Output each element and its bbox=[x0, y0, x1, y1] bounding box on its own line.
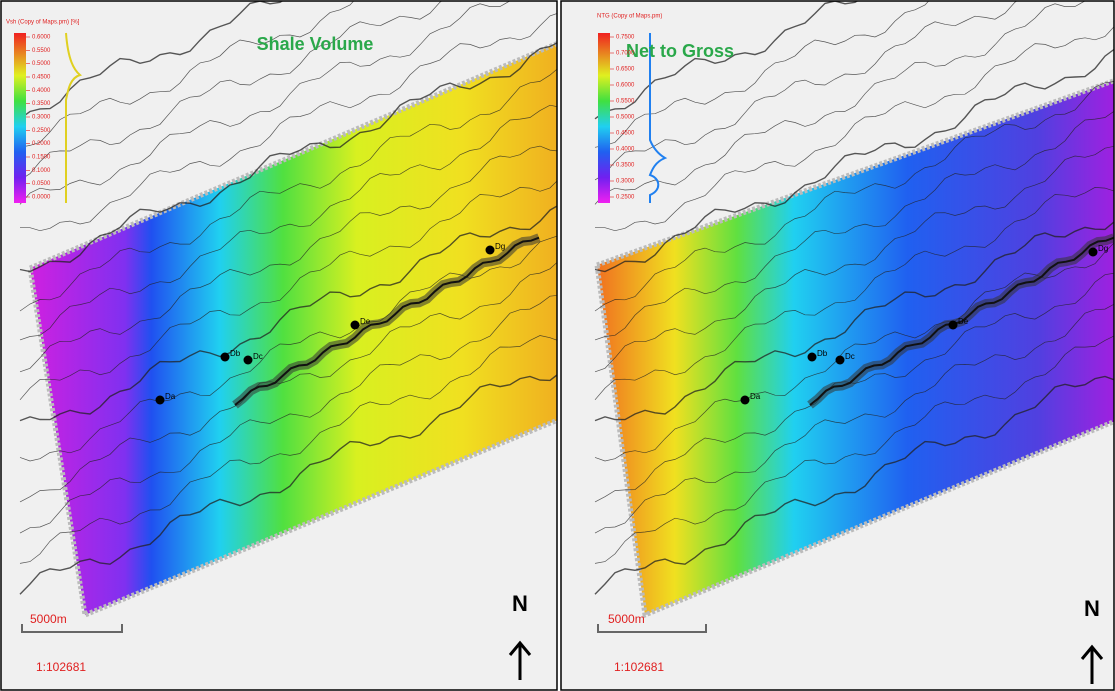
map-title: Shale Volume bbox=[257, 34, 374, 54]
legend-label: 0.6500 bbox=[616, 67, 635, 73]
legend-label: 0.6000 bbox=[616, 83, 635, 89]
map-title: Net to Gross bbox=[626, 41, 734, 61]
legend-label: 0.2500 bbox=[616, 195, 635, 201]
well-label: Db bbox=[230, 349, 241, 358]
well-label: Da bbox=[750, 392, 761, 401]
well bbox=[244, 356, 253, 365]
well-label: Dc bbox=[253, 352, 263, 361]
scale-bar-label: 5000m bbox=[30, 612, 67, 626]
well-label: Da bbox=[165, 392, 176, 401]
legend-label: 0.4500 bbox=[32, 75, 51, 81]
legend-label: 0.3500 bbox=[32, 101, 51, 107]
well bbox=[949, 321, 958, 330]
legend-label: 0.3000 bbox=[616, 179, 635, 185]
legend-title: Vsh (Copy of Maps.pm) [%] bbox=[6, 20, 80, 26]
legend-label: 0.0500 bbox=[32, 181, 51, 187]
well bbox=[1089, 248, 1098, 257]
well bbox=[836, 356, 845, 365]
panel: NTG (Copy of Maps.pm) Net to Gross 5000m… bbox=[561, 0, 1115, 690]
page: Vsh (Copy of Maps.pm) [%] Shale Volume 5… bbox=[0, 0, 1115, 691]
well-label: Dg bbox=[495, 242, 505, 251]
legend-label: 0.4500 bbox=[616, 131, 635, 137]
legend-label: 0.6000 bbox=[32, 35, 51, 41]
north-label: N bbox=[512, 591, 528, 616]
legend-label: 0.1000 bbox=[32, 168, 51, 174]
legend-label: 0.5000 bbox=[616, 115, 635, 121]
well bbox=[351, 321, 360, 330]
legend-label: 0.2500 bbox=[32, 128, 51, 134]
legend-label: 0.7000 bbox=[616, 51, 635, 57]
well-label: Db bbox=[817, 349, 828, 358]
well-label: Dc bbox=[845, 352, 855, 361]
well bbox=[156, 396, 165, 405]
well bbox=[741, 396, 750, 405]
well bbox=[486, 246, 495, 255]
well bbox=[221, 353, 230, 362]
well-label: De bbox=[958, 317, 969, 326]
well bbox=[808, 353, 817, 362]
legend-label: 0.3500 bbox=[616, 163, 635, 169]
legend-title: NTG (Copy of Maps.pm) bbox=[597, 14, 662, 20]
legend-label: 0.5500 bbox=[32, 48, 51, 54]
legend-label: 0.5500 bbox=[616, 99, 635, 105]
color-bar bbox=[14, 33, 26, 203]
legend-label: 0.4000 bbox=[32, 88, 51, 94]
panel: Vsh (Copy of Maps.pm) [%] Shale Volume 5… bbox=[1, 0, 600, 690]
legend-label: 0.5000 bbox=[32, 61, 51, 67]
scale-bar-label: 5000m bbox=[608, 612, 645, 626]
legend-label: 0.3000 bbox=[32, 115, 51, 121]
scale-label: 1:102681 bbox=[614, 660, 664, 674]
legend-label: 0.7500 bbox=[616, 35, 635, 41]
legend-label: 0.2000 bbox=[32, 141, 51, 147]
scale-label: 1:102681 bbox=[36, 660, 86, 674]
legend-label: 0.4000 bbox=[616, 147, 635, 153]
well-label: Dg bbox=[1098, 244, 1108, 253]
legend-label: 0.1500 bbox=[32, 155, 51, 161]
well-label: De bbox=[360, 317, 371, 326]
color-bar bbox=[598, 33, 610, 203]
north-label: N bbox=[1084, 596, 1100, 621]
legend-label: 0.0000 bbox=[32, 195, 51, 201]
